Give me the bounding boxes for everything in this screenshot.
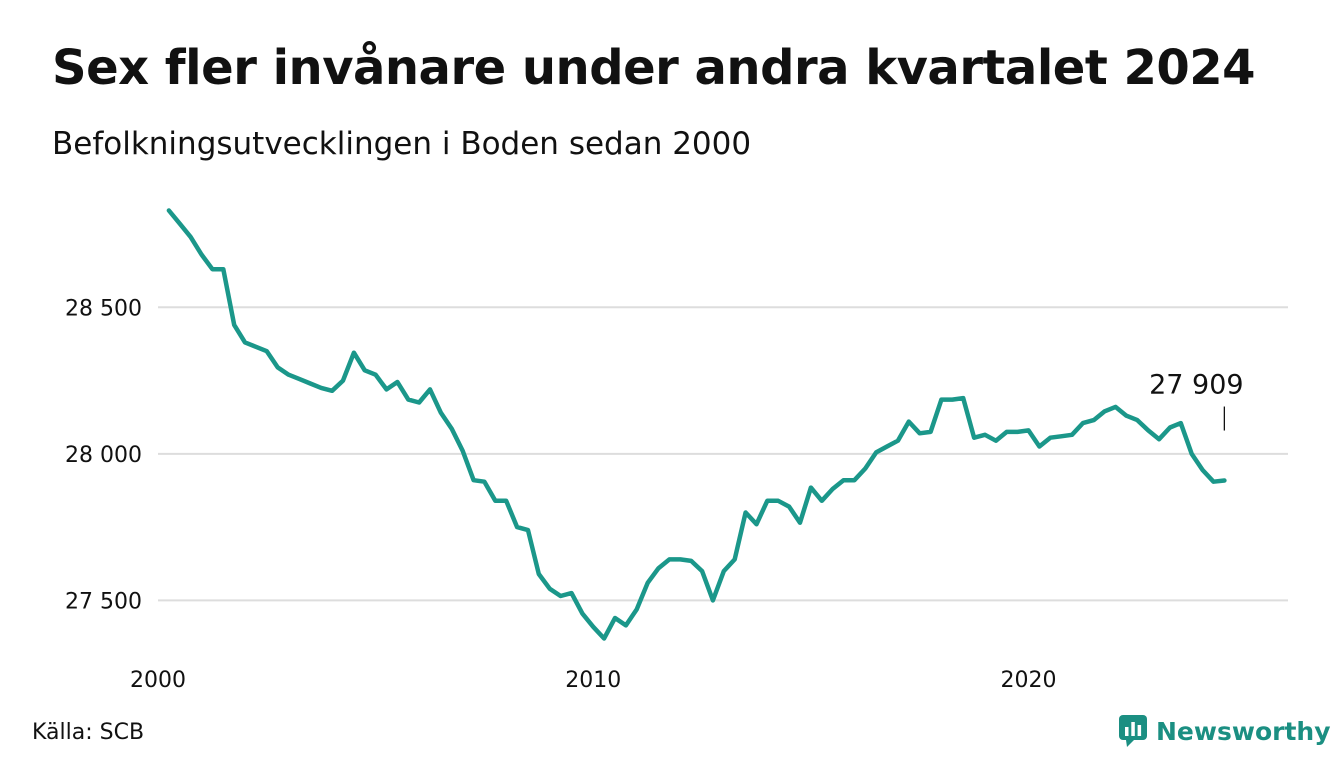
x-axis-ticks: 2000 2010 2020 <box>130 668 1056 693</box>
x-tick-label: 2020 <box>1000 668 1056 693</box>
y-tick-label: 27 500 <box>65 589 142 614</box>
grid-lines <box>158 306 1288 602</box>
y-axis-ticks: 27 500 28 000 28 500 <box>65 296 142 614</box>
y-tick-label: 28 500 <box>65 296 142 321</box>
newsworthy-logo-icon <box>1119 715 1147 747</box>
series-line-population <box>166 208 1227 641</box>
source-note: Källa: SCB <box>32 720 145 745</box>
x-tick-label: 2010 <box>565 668 621 693</box>
brand-logo: Newsworthy <box>1118 714 1331 748</box>
y-tick-label: 28 000 <box>65 443 142 468</box>
last-value-label: 27 909 <box>1149 370 1243 401</box>
chart-title: Sex fler invånare under andra kvartalet … <box>52 40 1256 96</box>
chart-subtitle: Befolkningsutvecklingen i Boden sedan 20… <box>52 126 752 162</box>
brand-name: Newsworthy <box>1156 716 1331 746</box>
x-tick-label: 2000 <box>130 668 186 693</box>
